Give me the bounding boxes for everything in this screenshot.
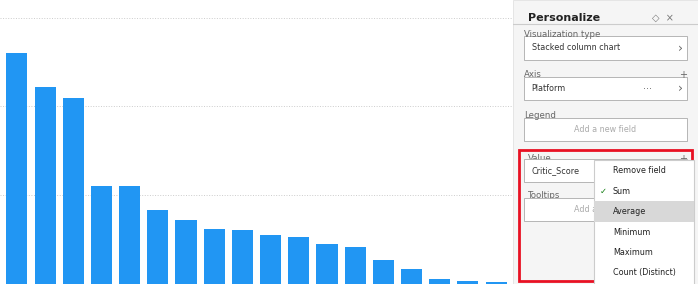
Bar: [345, 247, 366, 284]
Text: ✓: ✓: [600, 187, 607, 196]
Bar: [91, 186, 112, 284]
FancyBboxPatch shape: [595, 160, 695, 284]
Text: Add a new field: Add a new field: [574, 125, 637, 134]
Text: ›: ›: [678, 41, 683, 55]
Bar: [316, 244, 338, 284]
Text: Tooltips: Tooltips: [528, 191, 560, 201]
Bar: [34, 87, 56, 284]
FancyBboxPatch shape: [513, 0, 698, 284]
Bar: [232, 230, 253, 284]
Text: Visualization type: Visualization type: [524, 30, 600, 39]
FancyBboxPatch shape: [595, 201, 695, 222]
FancyBboxPatch shape: [524, 198, 687, 221]
Bar: [457, 281, 479, 284]
Text: ◇  ×: ◇ ×: [652, 13, 674, 23]
Text: Critic_Score: Critic_Score: [531, 166, 579, 175]
Text: Add a new field: Add a new field: [574, 205, 637, 214]
Text: Axis: Axis: [524, 70, 542, 80]
FancyBboxPatch shape: [519, 150, 692, 281]
Text: +: +: [679, 154, 688, 164]
FancyBboxPatch shape: [524, 118, 687, 141]
Bar: [288, 237, 309, 284]
Text: ···: ···: [642, 83, 651, 94]
Text: Average: Average: [613, 207, 646, 216]
FancyBboxPatch shape: [524, 77, 687, 100]
Text: Maximum: Maximum: [613, 248, 653, 257]
Text: +: +: [679, 70, 688, 80]
Text: Count (Distinct): Count (Distinct): [613, 268, 676, 277]
Text: Minimum: Minimum: [613, 227, 651, 237]
Bar: [204, 229, 225, 284]
Bar: [373, 260, 394, 284]
Text: Sum: Sum: [613, 187, 631, 196]
Text: Platform: Platform: [531, 84, 566, 93]
FancyBboxPatch shape: [524, 36, 687, 60]
Bar: [429, 279, 450, 284]
Bar: [175, 220, 197, 284]
Text: ›: ›: [678, 164, 683, 177]
Text: Legend: Legend: [524, 111, 556, 120]
Text: Value: Value: [528, 154, 551, 163]
FancyBboxPatch shape: [524, 159, 687, 182]
Bar: [147, 210, 168, 284]
Bar: [401, 269, 422, 284]
Bar: [119, 186, 140, 284]
Text: Remove field: Remove field: [613, 166, 666, 175]
Text: Stacked column chart: Stacked column chart: [531, 43, 620, 53]
Bar: [260, 235, 281, 284]
Bar: [486, 282, 507, 284]
Text: ···: ···: [642, 166, 651, 176]
Bar: [6, 53, 27, 284]
Text: ›: ›: [678, 82, 683, 95]
Bar: [63, 98, 84, 284]
Text: Personalize: Personalize: [528, 13, 600, 23]
